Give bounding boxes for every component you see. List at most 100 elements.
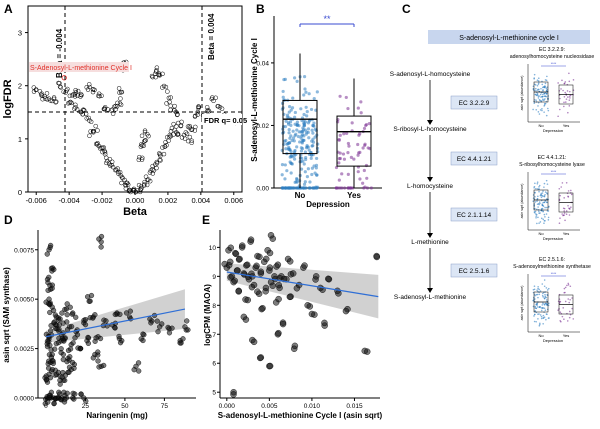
panel-b-point <box>294 180 298 184</box>
panel-b-point <box>349 155 353 159</box>
panel-d-point <box>97 335 104 342</box>
panel-b-point <box>346 141 351 146</box>
mini-sig-stars: **** <box>551 272 557 276</box>
volcano-point <box>144 182 150 188</box>
panel-e-point <box>253 262 260 270</box>
panel-b-yticks: 0.00 0.02 0.04 <box>256 60 274 193</box>
enzyme-box-2 <box>450 151 498 166</box>
mini-point <box>572 318 575 320</box>
panel-b-point <box>338 186 342 190</box>
mini-point <box>542 195 544 197</box>
mini-point <box>535 108 538 111</box>
arrow-heads <box>427 120 433 293</box>
panel-b-point <box>340 172 344 176</box>
panel-b-point <box>341 152 346 156</box>
panel-d-point <box>62 392 68 399</box>
mini-point <box>534 195 536 198</box>
panel-d-point <box>43 373 49 379</box>
panel-b-point <box>303 120 308 124</box>
beta-neg-label: Beta = -0.004 <box>55 28 64 78</box>
mini-point <box>544 206 546 209</box>
panel-d-xtick-label: 0 <box>44 403 48 410</box>
volcano-point <box>140 155 145 161</box>
panel-b-point <box>286 122 291 126</box>
panel-d-point <box>65 327 71 333</box>
mini-point <box>543 316 546 319</box>
volcano-point <box>119 180 124 186</box>
panel-b-point <box>288 120 293 124</box>
volcano-point <box>139 157 145 162</box>
volcano-point <box>84 85 89 90</box>
mini-point <box>541 95 544 98</box>
panel-d-point <box>148 320 154 326</box>
mini-point <box>561 79 563 82</box>
volcano-point <box>160 85 165 90</box>
volcano-point <box>51 95 57 100</box>
volcano-point <box>175 120 181 126</box>
panel-a-xtick-label: -0.006 <box>26 196 47 205</box>
mini-point <box>541 304 544 306</box>
mini-point <box>560 320 562 323</box>
mini-point <box>537 296 539 299</box>
mini-point <box>542 317 545 319</box>
mini-point <box>546 294 549 297</box>
volcano-point <box>210 95 215 100</box>
volcano-point <box>171 108 177 113</box>
panel-e-points <box>221 232 381 398</box>
panel-e-point <box>266 249 274 257</box>
mini-point <box>546 183 549 185</box>
volcano-point <box>142 179 147 185</box>
panel-b-point <box>302 162 306 166</box>
panel-b-point <box>291 129 295 133</box>
mini-point <box>568 316 571 319</box>
panel-a-yticks: 0 1 2 3 <box>18 29 28 197</box>
panel-d-point <box>60 337 67 343</box>
mini-point <box>540 309 543 312</box>
panel-e-point <box>275 281 282 289</box>
mini-point <box>533 315 535 317</box>
panel-b-point <box>286 141 290 145</box>
mini-point <box>536 222 538 225</box>
panel-e-point <box>286 258 294 265</box>
mini-point <box>533 102 536 105</box>
panel-d-point <box>44 338 51 344</box>
mini-point <box>569 208 571 210</box>
panel-d-point <box>45 287 51 293</box>
panel-d-point <box>135 360 142 366</box>
volcano-point <box>99 145 104 150</box>
panel-b-point <box>306 167 310 171</box>
volcano-point <box>136 182 142 188</box>
mini-point <box>559 97 561 100</box>
mini-point <box>572 79 575 81</box>
mini-point <box>565 98 568 100</box>
panel-b-point <box>312 96 316 101</box>
panel-b-point <box>281 130 286 134</box>
panel-b-point <box>347 144 351 148</box>
mini-point <box>537 97 540 99</box>
volcano-point <box>213 95 218 101</box>
volcano-point <box>133 189 139 195</box>
mini-ylabel: asin sqrt (abundance) <box>520 76 524 111</box>
volcano-point <box>174 112 180 118</box>
mini-point <box>536 84 539 87</box>
mini-point <box>561 182 564 184</box>
mini-point <box>535 216 537 219</box>
volcano-point <box>97 93 102 99</box>
mini-point <box>557 309 559 311</box>
panel-b-point <box>295 186 299 190</box>
volcano-point <box>143 174 149 179</box>
mini-point <box>564 286 567 289</box>
panel-d-point <box>131 367 137 373</box>
volcano-point <box>168 95 173 100</box>
panel-b-point <box>305 144 309 148</box>
volcano-point <box>31 85 37 90</box>
mini-title: EC 2.5.1.6: <box>539 257 565 263</box>
volcano-point <box>204 105 210 110</box>
panel-b-point <box>306 127 311 131</box>
mini-xlabel: Depression <box>543 236 563 241</box>
panel-b-point <box>303 128 307 132</box>
panel-e-point <box>239 242 246 249</box>
panel-b-point <box>291 96 295 100</box>
enzyme-2: EC 4.4.1.21 <box>457 156 492 163</box>
volcano-point <box>65 86 70 92</box>
